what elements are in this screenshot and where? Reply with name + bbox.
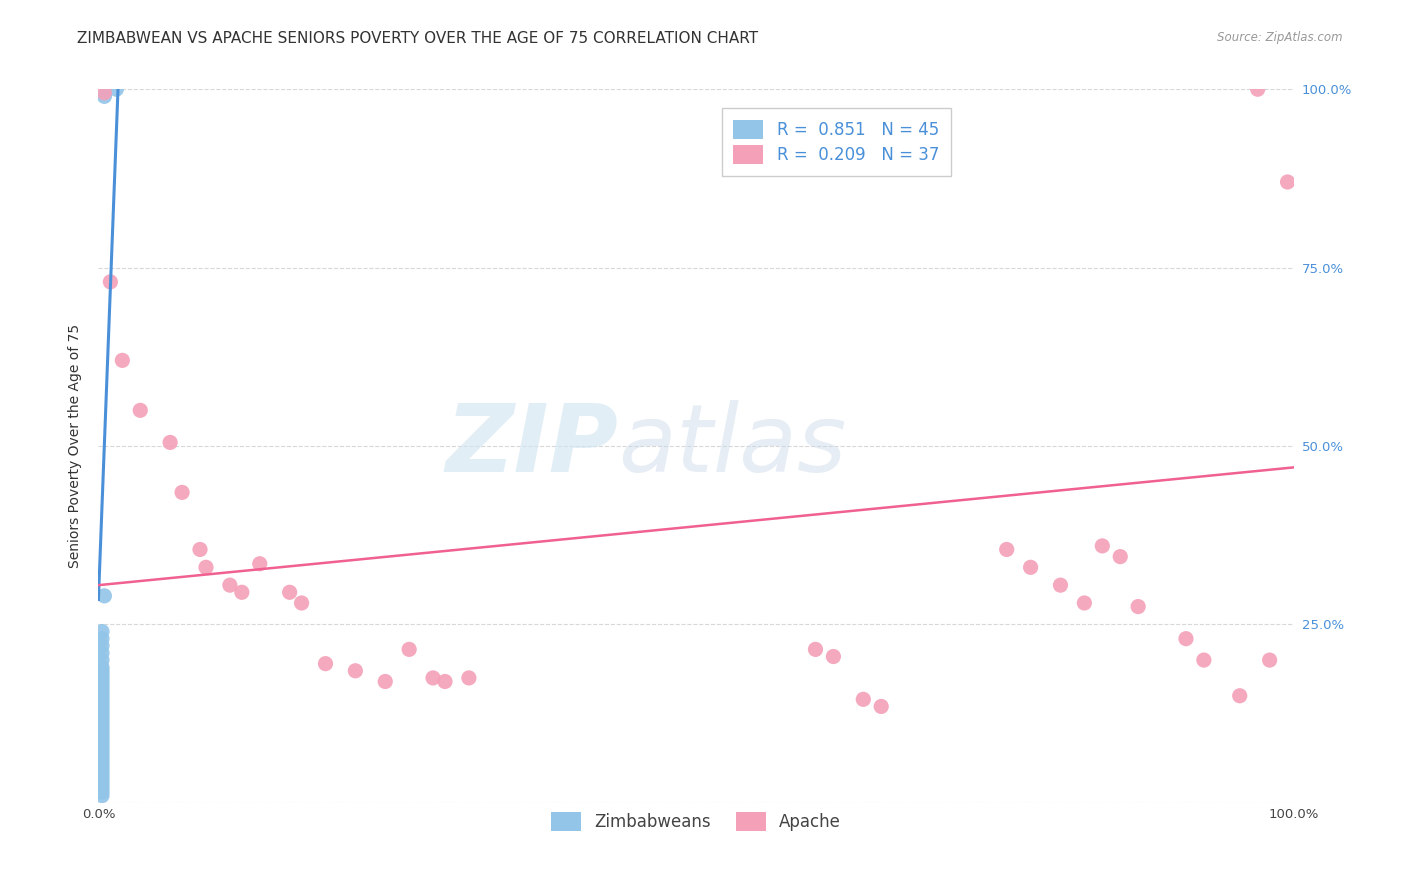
Point: [93, 89, 115, 103]
Point: [315, 657, 337, 671]
Point: [91, 724, 114, 739]
Point: [1073, 596, 1095, 610]
Point: [93, 589, 115, 603]
Point: [249, 557, 271, 571]
Text: ZIP: ZIP: [446, 400, 619, 492]
Y-axis label: Seniors Poverty Over the Age of 75: Seniors Poverty Over the Age of 75: [69, 324, 83, 568]
Legend: Zimbabweans, Apache: Zimbabweans, Apache: [541, 802, 851, 841]
Point: [1109, 549, 1132, 564]
Point: [422, 671, 444, 685]
Point: [91, 692, 114, 706]
Point: [995, 542, 1018, 557]
Point: [91, 660, 114, 674]
Point: [91, 735, 114, 749]
Point: [823, 649, 845, 664]
Point: [219, 578, 242, 592]
Point: [1192, 653, 1215, 667]
Point: [91, 714, 114, 728]
Point: [91, 681, 114, 696]
Point: [91, 756, 114, 771]
Point: [188, 542, 211, 557]
Point: [91, 706, 114, 721]
Point: [91, 699, 114, 714]
Point: [91, 760, 114, 774]
Point: [93, 86, 115, 100]
Point: [91, 767, 114, 781]
Point: [159, 435, 181, 450]
Point: [91, 746, 114, 760]
Point: [91, 674, 114, 689]
Point: [111, 353, 134, 368]
Point: [1247, 82, 1270, 96]
Point: [434, 674, 457, 689]
Point: [195, 560, 218, 574]
Point: [278, 585, 301, 599]
Point: [91, 685, 114, 699]
Point: [374, 674, 396, 689]
Text: atlas: atlas: [619, 401, 846, 491]
Point: [91, 653, 114, 667]
Text: Source: ZipAtlas.com: Source: ZipAtlas.com: [1218, 31, 1343, 45]
Point: [105, 82, 128, 96]
Point: [91, 671, 114, 685]
Point: [91, 639, 114, 653]
Point: [398, 642, 420, 657]
Point: [1277, 175, 1299, 189]
Point: [98, 275, 122, 289]
Point: [870, 699, 893, 714]
Point: [91, 710, 114, 724]
Point: [1258, 653, 1281, 667]
Point: [1049, 578, 1071, 592]
Point: [1128, 599, 1150, 614]
Point: [1091, 539, 1114, 553]
Point: [91, 749, 114, 764]
Point: [91, 721, 114, 735]
Point: [344, 664, 367, 678]
Point: [91, 664, 114, 678]
Point: [172, 485, 194, 500]
Point: [91, 739, 114, 753]
Point: [1229, 689, 1251, 703]
Point: [91, 781, 114, 796]
Point: [91, 689, 114, 703]
Point: [91, 778, 114, 792]
Point: [91, 731, 114, 746]
Point: [91, 742, 114, 756]
Point: [291, 596, 314, 610]
Point: [91, 678, 114, 692]
Point: [458, 671, 481, 685]
Point: [91, 764, 114, 778]
Point: [91, 696, 114, 710]
Point: [91, 703, 114, 717]
Point: [91, 646, 114, 660]
Point: [852, 692, 875, 706]
Text: ZIMBABWEAN VS APACHE SENIORS POVERTY OVER THE AGE OF 75 CORRELATION CHART: ZIMBABWEAN VS APACHE SENIORS POVERTY OVE…: [77, 31, 758, 46]
Point: [91, 753, 114, 767]
Point: [91, 771, 114, 785]
Point: [91, 789, 114, 803]
Point: [91, 717, 114, 731]
Point: [91, 667, 114, 681]
Point: [1019, 560, 1042, 574]
Point: [1175, 632, 1198, 646]
Point: [129, 403, 152, 417]
Point: [91, 624, 114, 639]
Point: [91, 728, 114, 742]
Point: [804, 642, 827, 657]
Point: [91, 774, 114, 789]
Point: [91, 785, 114, 799]
Point: [231, 585, 253, 599]
Point: [91, 632, 114, 646]
